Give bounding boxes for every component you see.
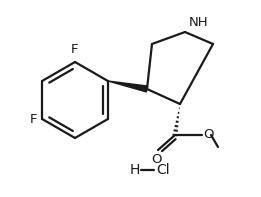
Text: Cl: Cl <box>156 163 170 177</box>
Text: O: O <box>203 128 213 141</box>
Polygon shape <box>108 81 148 92</box>
Text: F: F <box>29 112 37 125</box>
Text: H: H <box>130 163 140 177</box>
Text: F: F <box>71 43 79 56</box>
Text: NH: NH <box>189 16 209 29</box>
Text: O: O <box>151 153 161 166</box>
